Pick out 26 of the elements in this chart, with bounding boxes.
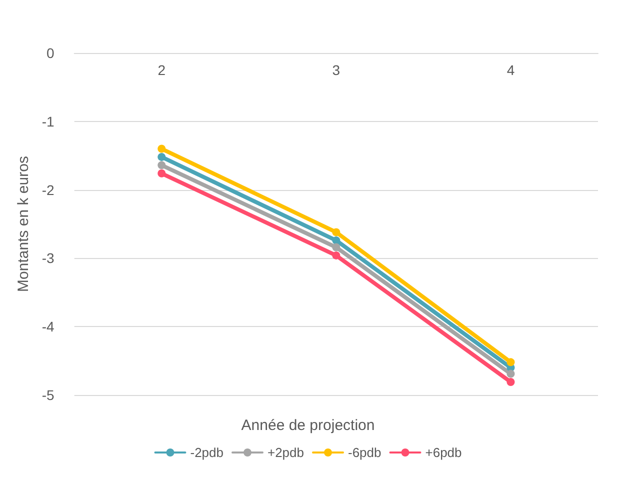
- y-tick-label: -2: [42, 182, 55, 198]
- point: [158, 169, 166, 178]
- x-tick-label: 2: [158, 62, 166, 78]
- x-tick-label: 4: [506, 62, 515, 78]
- point: [332, 236, 340, 244]
- y-axis-title: Montants en k euros: [15, 156, 32, 292]
- point: [506, 378, 515, 386]
- point: [332, 228, 340, 236]
- legend-label: +6pdb: [425, 445, 462, 460]
- y-tick-label: 0: [46, 45, 55, 61]
- point: [158, 144, 166, 153]
- point: [506, 370, 515, 378]
- point: [158, 152, 166, 161]
- y-tick-label: -3: [42, 250, 55, 266]
- x-axis-title: Année de projection: [241, 417, 375, 434]
- y-tick-label: -4: [42, 318, 55, 335]
- y-tick-label: -5: [42, 387, 55, 403]
- point: [158, 161, 166, 170]
- y-tick-label: -1: [42, 113, 55, 130]
- legend-label: -2pdb: [190, 445, 224, 460]
- point: [332, 251, 340, 260]
- x-tick-label: 3: [332, 62, 340, 78]
- point: [332, 243, 340, 252]
- legend-label: -6pdb: [348, 445, 382, 460]
- legend-label: +2pdb: [267, 445, 304, 460]
- point: [506, 358, 515, 366]
